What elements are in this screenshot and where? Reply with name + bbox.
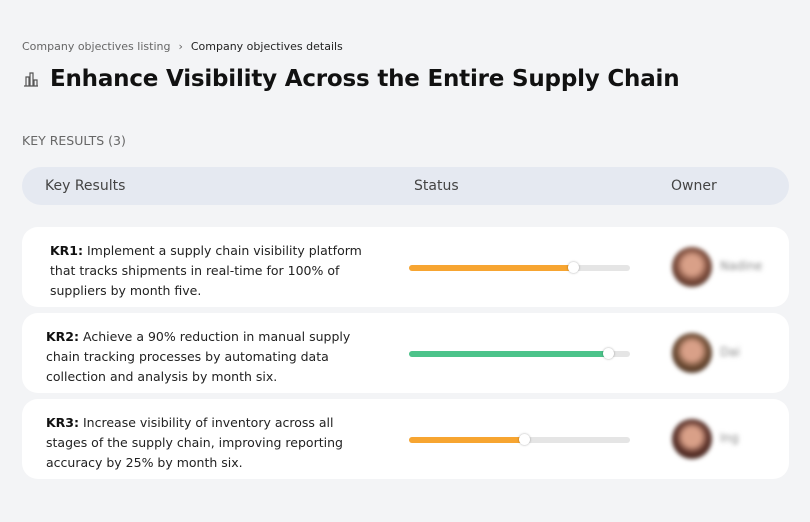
building-chart-icon [24, 72, 38, 87]
owner-name: Dai [720, 345, 740, 359]
breadcrumb-current: Company objectives details [190, 40, 343, 53]
column-header-key-results: Key Results [45, 178, 126, 194]
progress-knob [518, 434, 530, 445]
progress-knob [567, 262, 579, 273]
avatar [672, 333, 712, 373]
key-result-code: KR3: [46, 415, 80, 430]
progress-bar [409, 348, 630, 359]
avatar [672, 247, 712, 287]
progress-bar [409, 434, 630, 445]
breadcrumb-link-listing[interactable]: Company objectives listing [22, 40, 171, 53]
key-result-description: Implement a supply chain visibility plat… [50, 243, 362, 298]
column-header-status: Status [414, 178, 459, 194]
column-header-owner: Owner [671, 178, 717, 194]
progress-fill [409, 265, 573, 271]
key-result-code: KR2: [46, 329, 80, 344]
progress-fill [409, 437, 524, 443]
table-header: Key Results Status Owner [22, 167, 789, 205]
section-label: KEY RESULTS (3) [22, 133, 126, 148]
page-header: Enhance Visibility Across the Entire Sup… [22, 66, 680, 92]
table-row[interactable]: KR3: Increase visibility of inventory ac… [22, 399, 789, 479]
key-result-description: Increase visibility of inventory across … [46, 415, 343, 470]
table-row[interactable]: KR2: Achieve a 90% reduction in manual s… [22, 313, 789, 393]
owner-name: Ing [720, 431, 739, 445]
key-result-text: KR2: Achieve a 90% reduction in manual s… [46, 327, 366, 387]
page-title: Enhance Visibility Across the Entire Sup… [50, 66, 680, 92]
avatar [672, 419, 712, 459]
key-result-text: KR3: Increase visibility of inventory ac… [46, 413, 366, 473]
progress-bar [409, 262, 630, 273]
owner-name: Nadine [720, 259, 763, 273]
key-result-text: KR1: Implement a supply chain visibility… [50, 241, 370, 301]
progress-fill [409, 351, 608, 357]
chevron-right-icon: › [178, 40, 183, 53]
breadcrumb: Company objectives listing › Company obj… [22, 40, 343, 53]
key-result-code: KR1: [50, 243, 84, 258]
table-row[interactable]: KR1: Implement a supply chain visibility… [22, 227, 789, 307]
progress-knob [602, 348, 614, 359]
key-result-description: Achieve a 90% reduction in manual supply… [46, 329, 351, 384]
